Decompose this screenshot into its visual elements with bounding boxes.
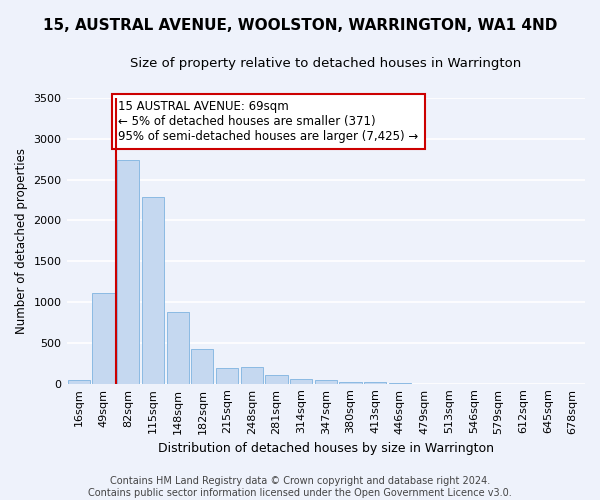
- Bar: [92, 293, 115, 384]
- Bar: [191, 348, 214, 384]
- Bar: [68, 380, 90, 384]
- Title: Size of property relative to detached houses in Warrington: Size of property relative to detached ho…: [130, 58, 521, 70]
- Text: 15, AUSTRAL AVENUE, WOOLSTON, WARRINGTON, WA1 4ND: 15, AUSTRAL AVENUE, WOOLSTON, WARRINGTON…: [43, 18, 557, 32]
- Bar: [142, 197, 164, 384]
- Bar: [364, 382, 386, 384]
- Bar: [117, 160, 139, 384]
- Bar: [167, 312, 189, 384]
- Bar: [340, 382, 362, 384]
- Y-axis label: Number of detached properties: Number of detached properties: [15, 148, 28, 334]
- Bar: [241, 368, 263, 384]
- Text: Contains HM Land Registry data © Crown copyright and database right 2024.
Contai: Contains HM Land Registry data © Crown c…: [88, 476, 512, 498]
- Bar: [216, 368, 238, 384]
- Bar: [265, 374, 287, 384]
- X-axis label: Distribution of detached houses by size in Warrington: Distribution of detached houses by size …: [158, 442, 494, 455]
- Text: 15 AUSTRAL AVENUE: 69sqm
← 5% of detached houses are smaller (371)
95% of semi-d: 15 AUSTRAL AVENUE: 69sqm ← 5% of detache…: [118, 100, 419, 142]
- Bar: [290, 379, 312, 384]
- Bar: [314, 380, 337, 384]
